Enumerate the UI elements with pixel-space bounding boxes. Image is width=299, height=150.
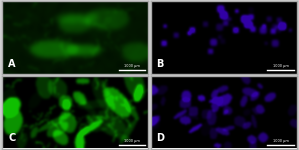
Text: B: B (157, 58, 164, 69)
Text: 1000 μm: 1000 μm (124, 139, 140, 143)
Text: 1000 μm: 1000 μm (272, 139, 289, 143)
Text: D: D (157, 133, 164, 143)
Text: 1000 μm: 1000 μm (272, 64, 289, 68)
Text: 1000 μm: 1000 μm (124, 64, 140, 68)
Text: A: A (8, 58, 16, 69)
Text: C: C (8, 133, 16, 143)
